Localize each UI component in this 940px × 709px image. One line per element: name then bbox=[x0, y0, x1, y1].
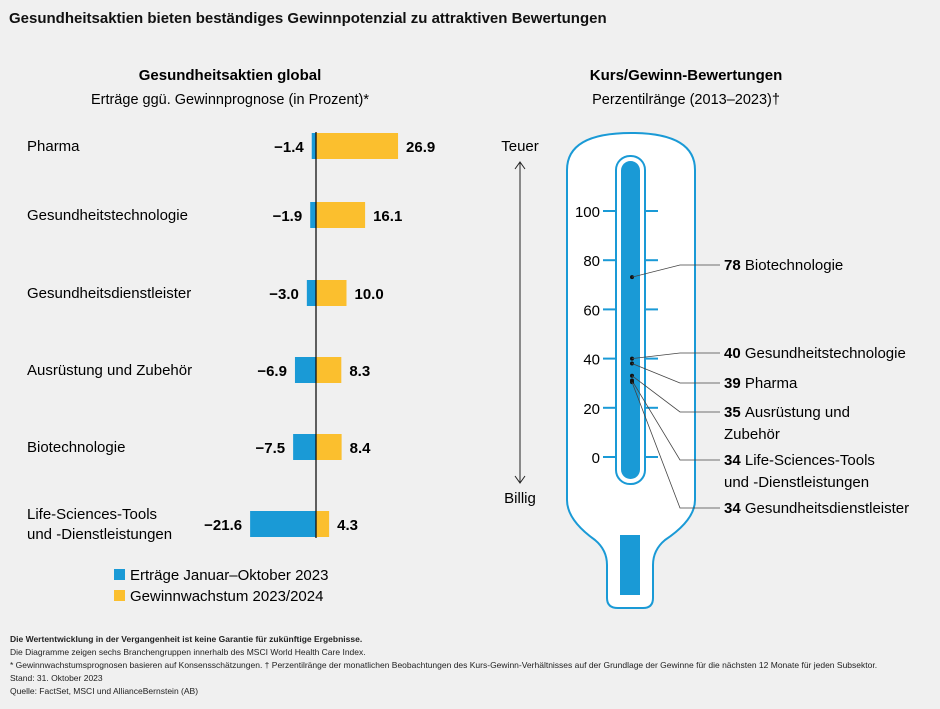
footnotes: Die Wertentwicklung in der Vergangenheit… bbox=[10, 633, 877, 698]
top-label: Teuer bbox=[501, 138, 539, 155]
tick-label: 60 bbox=[583, 302, 600, 319]
data-label: 8.3 bbox=[349, 363, 370, 380]
data-label: 26.9 bbox=[406, 139, 435, 156]
label-text: Biotechnologie bbox=[745, 257, 843, 274]
data-label: −7.5 bbox=[256, 440, 286, 457]
tick-label: 80 bbox=[583, 253, 600, 270]
arrow-heads bbox=[514, 161, 526, 484]
bottom-label: Billig bbox=[504, 490, 536, 507]
leader-line bbox=[631, 375, 720, 413]
category-label: Gesundheitsdienstleister bbox=[27, 285, 191, 302]
tick-label: 100 bbox=[575, 204, 600, 221]
label-text: Gesundheitstechnologie bbox=[745, 345, 906, 362]
legend-swatch bbox=[114, 569, 125, 580]
category-label: Gesundheitstechnologie bbox=[27, 207, 188, 224]
bar-positive bbox=[316, 280, 347, 306]
point-value: 34 bbox=[724, 452, 745, 469]
chart-subtitle: Perzentilränge (2013–2023)† bbox=[592, 92, 780, 108]
thermometer-bulb bbox=[620, 535, 640, 595]
label-text: und -Dienstleistungen bbox=[724, 474, 869, 491]
bar-positive bbox=[316, 133, 399, 159]
data-label: −3.0 bbox=[269, 286, 299, 303]
page-title: Gesundheitsaktien bieten beständiges Gew… bbox=[9, 10, 607, 27]
data-label: −6.9 bbox=[257, 363, 287, 380]
data-label: −1.9 bbox=[273, 208, 303, 225]
point-value: 78 bbox=[724, 257, 745, 274]
legend-swatch bbox=[114, 590, 125, 601]
tick-label: 20 bbox=[583, 401, 600, 418]
bar-negative bbox=[306, 280, 316, 306]
bar-negative bbox=[294, 357, 316, 383]
thermometer-fill bbox=[621, 161, 640, 479]
charts: Gesundheitsaktien global Erträge ggü. Gew… bbox=[27, 67, 909, 609]
category-label: und -Dienstleistungen bbox=[27, 526, 172, 543]
leader-line bbox=[631, 363, 720, 384]
point-label: 39 Pharma bbox=[724, 375, 798, 392]
data-label: −21.6 bbox=[204, 517, 242, 534]
data-label: 10.0 bbox=[355, 286, 384, 303]
bar-negative bbox=[293, 434, 316, 460]
data-label: −1.4 bbox=[274, 139, 304, 156]
point-value: 39 bbox=[724, 375, 745, 392]
legend-label: Erträge Januar–Oktober 2023 bbox=[130, 567, 328, 584]
chart-subtitle: Erträge ggü. Gewinnprognose (in Prozent)… bbox=[91, 92, 369, 108]
category-label: Pharma bbox=[27, 138, 80, 155]
category-label: Life-Sciences-Tools bbox=[27, 506, 157, 523]
point-value: 34 bbox=[724, 500, 745, 517]
bar-negative bbox=[311, 133, 316, 159]
category-label: Biotechnologie bbox=[27, 439, 125, 456]
footnote: * Gewinnwachstumsprognosen basieren auf … bbox=[10, 660, 878, 670]
chart-title: Kurs/Gewinn-Bewertungen bbox=[590, 67, 783, 84]
point-label: 34 Gesundheitsdienstleister bbox=[724, 500, 909, 517]
bar-negative bbox=[250, 511, 316, 537]
leader-line bbox=[631, 264, 720, 278]
bar-positive bbox=[316, 202, 366, 228]
point-label: 34 Life-Sciences-Tools und -Dienstleistun… bbox=[724, 452, 875, 491]
point-label: 35 Ausrüstung und Zubehör bbox=[724, 404, 850, 443]
bar-positive bbox=[316, 511, 330, 537]
point-label: 78 Biotechnologie bbox=[724, 257, 843, 274]
label-text: Life-Sciences-Tools bbox=[745, 452, 875, 469]
data-label: 4.3 bbox=[337, 517, 358, 534]
data-label: 8.4 bbox=[350, 440, 372, 457]
data-label: 16.1 bbox=[373, 208, 402, 225]
footnote: Die Diagramme zeigen sechs Branchengrupp… bbox=[10, 647, 366, 657]
leader-line bbox=[631, 352, 720, 359]
point-value: 40 bbox=[724, 345, 745, 362]
bar-negative bbox=[310, 202, 316, 228]
category-label: Ausrüstung und Zubehör bbox=[27, 362, 192, 379]
tick-label: 0 bbox=[592, 450, 600, 467]
leader-line bbox=[631, 382, 720, 509]
point-label: 40 Gesundheitstechnologie bbox=[724, 345, 906, 362]
label-text: Zubehör bbox=[724, 426, 780, 443]
label-text: Pharma bbox=[745, 375, 798, 392]
point-value: 35 bbox=[724, 404, 745, 421]
footnote: Die Wertentwicklung in der Vergangenheit… bbox=[10, 634, 363, 644]
legend-label: Gewinnwachstum 2023/2024 bbox=[130, 588, 323, 605]
bar-positive bbox=[316, 357, 342, 383]
tick-label: 40 bbox=[583, 352, 600, 369]
bar-positive bbox=[316, 434, 342, 460]
chart-title: Gesundheitsaktien global bbox=[139, 67, 322, 84]
footnote: Stand: 31. Oktober 2023 bbox=[10, 673, 103, 683]
label-text: Ausrüstung und bbox=[745, 404, 850, 421]
footnote: Quelle: FactSet, MSCI und AllianceBernst… bbox=[10, 686, 199, 696]
label-text: Gesundheitsdienstleister bbox=[745, 500, 909, 517]
leader-line bbox=[631, 380, 720, 461]
